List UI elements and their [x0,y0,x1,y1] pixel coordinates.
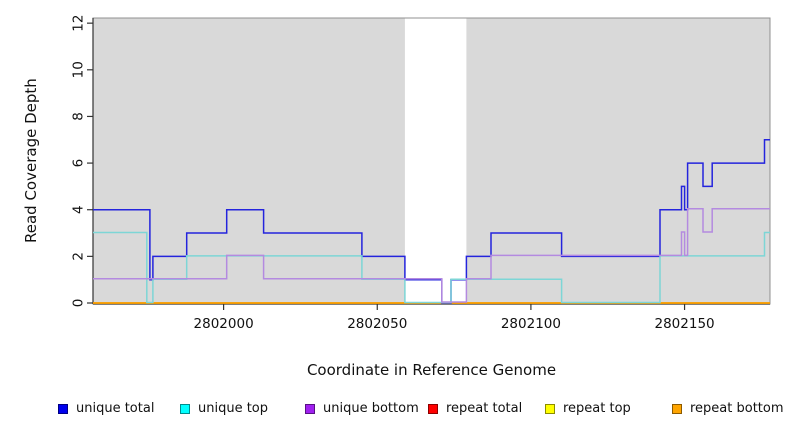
y-tick-label: 10 [71,61,87,78]
y-tick-label: 8 [71,112,87,121]
x-tick-label: 2802000 [194,316,254,332]
shaded-coverage-region-0 [93,18,405,304]
y-tick-label: 6 [71,159,87,168]
y-tick-label: 2 [71,252,87,261]
x-tick-label: 2802150 [655,316,715,332]
series-line-unique-bottom [93,207,770,303]
y-tick-label: 4 [71,205,87,214]
series-line-unique-top [93,231,770,304]
shaded-coverage-region-1 [466,18,770,304]
x-axis-title: Coordinate in Reference Genome [306,361,557,379]
series-line-unique-total [93,139,770,304]
y-tick-label: 12 [71,15,87,32]
y-axis-title: Read Coverage Depth [22,78,40,244]
y-tick-label: 0 [71,299,87,308]
x-tick-label: 2802050 [347,316,407,332]
x-tick-label: 2802100 [501,316,561,332]
